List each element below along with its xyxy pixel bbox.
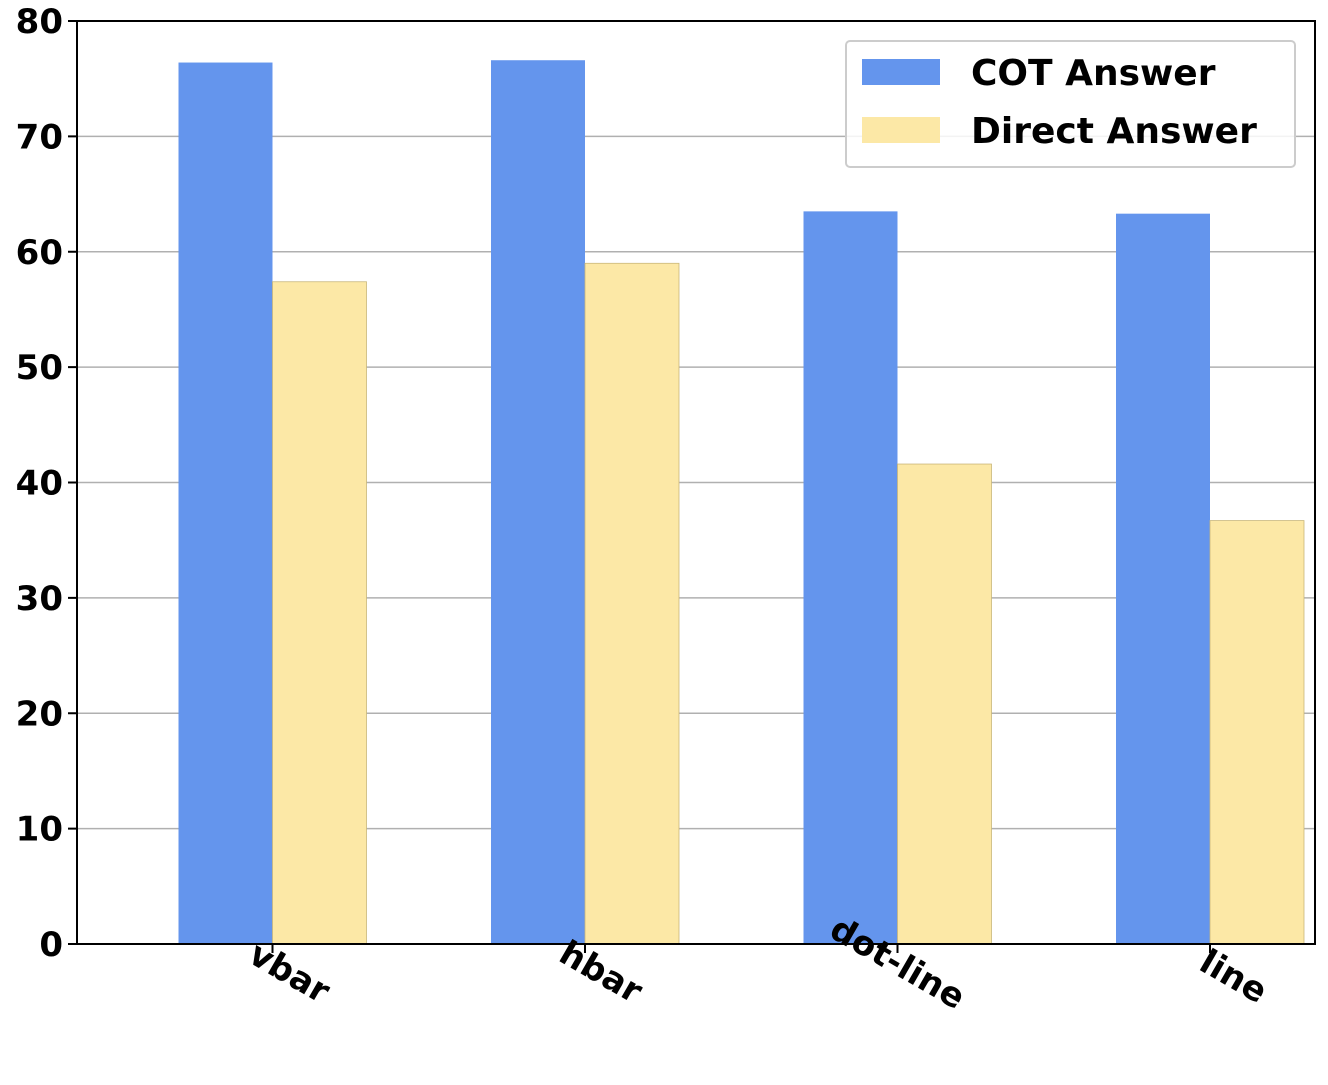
bar-cot-answer-vbar: [178, 62, 273, 945]
y-tick-label: 40: [16, 464, 63, 504]
legend-box: [845, 40, 1296, 168]
y-tick-label: 60: [16, 233, 63, 273]
bar-direct-answer-line: [1209, 520, 1305, 945]
y-axis: 0 10 20 30 40 50 60 70 80: [16, 2, 77, 965]
bar-cot-answer-hbar: [491, 60, 585, 945]
x-tick-label: line: [1193, 942, 1274, 1012]
y-tick-label: 80: [16, 2, 63, 42]
legend-swatch-1: [862, 117, 940, 143]
y-tick-label: 10: [16, 810, 63, 850]
y-tick-label: 30: [16, 579, 63, 619]
x-tick-label: vbar: [242, 934, 337, 1012]
bars: [178, 60, 1305, 945]
bar-direct-answer-vbar: [272, 281, 367, 945]
legend-label-1: Direct Answer: [971, 111, 1257, 152]
legend: COT Answer Direct Answer: [845, 40, 1296, 168]
bar-cot-answer-line: [1116, 213, 1210, 944]
bar-direct-answer-dot-line: [897, 463, 992, 945]
bar-direct-answer-hbar: [584, 262, 680, 945]
y-tick-label: 50: [16, 348, 63, 388]
bar-cot-answer-dot-line: [803, 211, 898, 944]
y-tick-label: 20: [16, 694, 63, 734]
legend-swatch-0: [862, 59, 940, 85]
y-tick-label: 70: [16, 117, 63, 157]
y-tick-label: 0: [39, 925, 63, 965]
legend-label-0: COT Answer: [971, 53, 1216, 94]
